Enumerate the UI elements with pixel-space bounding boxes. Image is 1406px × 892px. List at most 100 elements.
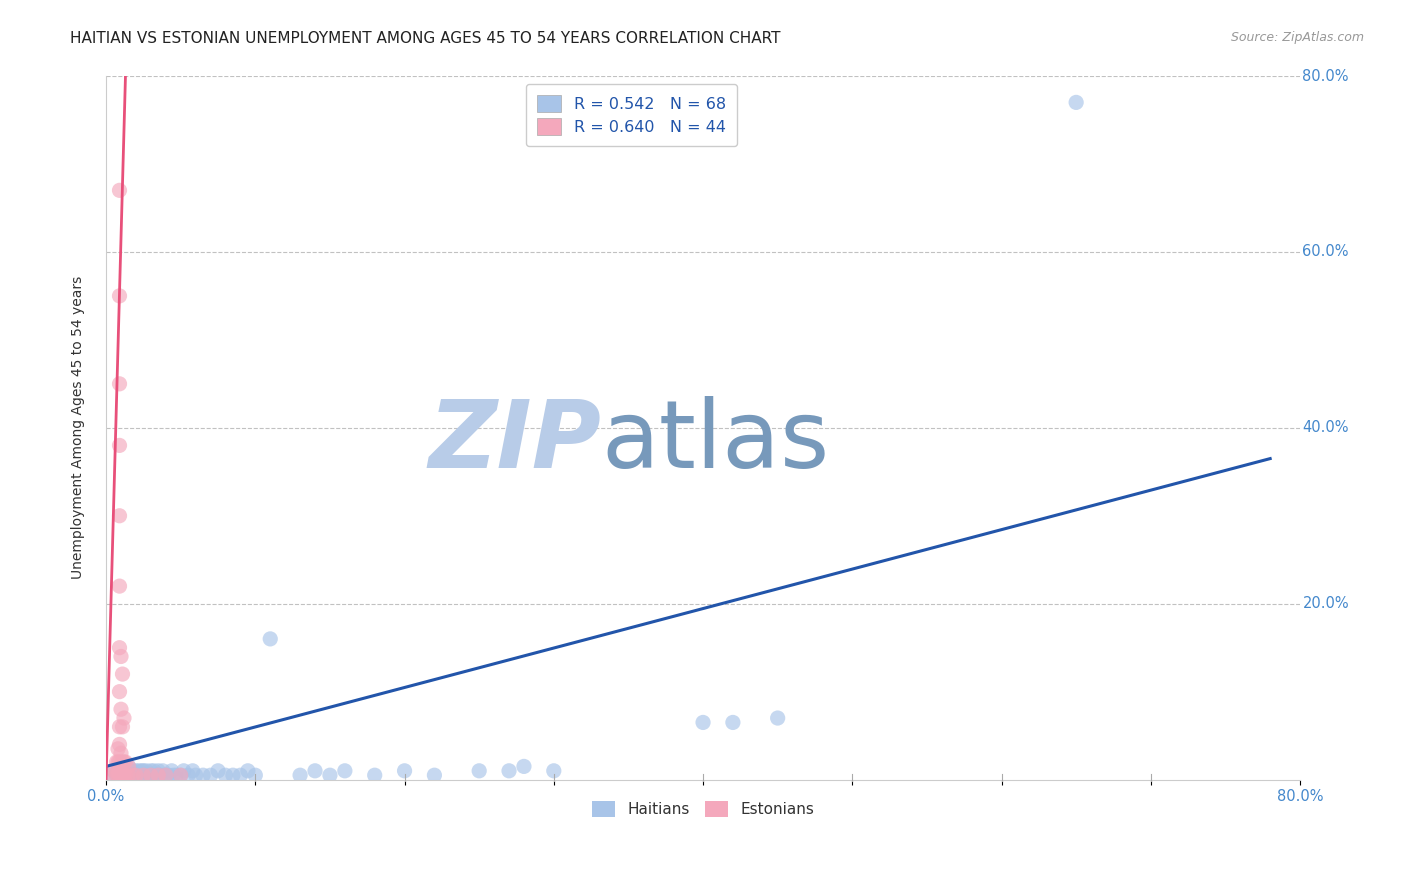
Point <box>114 764 136 778</box>
Point <box>108 640 131 655</box>
Point <box>112 711 135 725</box>
Point <box>125 768 148 782</box>
Point <box>103 768 125 782</box>
Point <box>131 764 153 778</box>
Text: Source: ZipAtlas.com: Source: ZipAtlas.com <box>1230 31 1364 45</box>
Point <box>115 768 138 782</box>
Point <box>110 768 132 782</box>
Point <box>108 508 131 523</box>
Point <box>181 764 204 778</box>
Point <box>139 768 162 782</box>
Point <box>112 768 135 782</box>
Point <box>191 768 214 782</box>
Point <box>184 768 207 782</box>
Point <box>259 632 281 646</box>
Point <box>125 764 148 778</box>
Text: atlas: atlas <box>602 396 830 488</box>
Point <box>319 768 342 782</box>
Point <box>129 768 152 782</box>
Point <box>333 764 356 778</box>
Point <box>110 746 132 760</box>
Point <box>200 768 222 782</box>
Point <box>107 741 129 756</box>
Point <box>132 768 155 782</box>
Point <box>108 438 131 452</box>
Point <box>103 764 125 778</box>
Point <box>170 768 193 782</box>
Point <box>127 768 149 782</box>
Point <box>107 755 129 769</box>
Point <box>117 768 139 782</box>
Point <box>118 764 141 778</box>
Point <box>125 768 148 782</box>
Point <box>114 768 136 782</box>
Point <box>111 720 134 734</box>
Point <box>157 768 180 782</box>
Text: 80.0%: 80.0% <box>1302 69 1348 84</box>
Point <box>152 764 174 778</box>
Point <box>110 768 132 782</box>
Point <box>114 755 136 769</box>
Point <box>423 768 446 782</box>
Point <box>122 764 145 778</box>
Point <box>222 768 245 782</box>
Point <box>107 764 129 778</box>
Point <box>112 768 135 782</box>
Point <box>692 715 714 730</box>
Point <box>288 768 311 782</box>
Point <box>108 183 131 197</box>
Point <box>207 764 229 778</box>
Point <box>108 768 131 782</box>
Point <box>177 768 200 782</box>
Point <box>160 764 183 778</box>
Point <box>105 768 128 782</box>
Point <box>141 768 163 782</box>
Point <box>108 768 131 782</box>
Point <box>108 289 131 303</box>
Point <box>173 764 195 778</box>
Legend: Haitians, Estonians: Haitians, Estonians <box>585 794 821 825</box>
Text: 40.0%: 40.0% <box>1302 420 1348 435</box>
Point <box>120 768 142 782</box>
Point <box>108 684 131 698</box>
Point <box>394 764 416 778</box>
Point <box>110 649 132 664</box>
Point <box>1064 95 1087 110</box>
Text: 20.0%: 20.0% <box>1302 596 1348 611</box>
Point <box>148 768 170 782</box>
Point <box>108 720 131 734</box>
Point <box>236 764 259 778</box>
Point <box>105 755 128 769</box>
Text: HAITIAN VS ESTONIAN UNEMPLOYMENT AMONG AGES 45 TO 54 YEARS CORRELATION CHART: HAITIAN VS ESTONIAN UNEMPLOYMENT AMONG A… <box>70 31 780 46</box>
Point <box>162 768 184 782</box>
Point <box>128 764 150 778</box>
Point <box>108 376 131 391</box>
Point <box>111 667 134 681</box>
Point <box>766 711 789 725</box>
Point <box>107 768 129 782</box>
Point <box>468 764 491 778</box>
Point <box>108 579 131 593</box>
Point <box>110 764 132 778</box>
Point <box>107 764 129 778</box>
Point <box>139 768 162 782</box>
Point <box>104 764 127 778</box>
Y-axis label: Unemployment Among Ages 45 to 54 years: Unemployment Among Ages 45 to 54 years <box>72 277 86 580</box>
Text: 60.0%: 60.0% <box>1302 244 1348 260</box>
Point <box>143 768 166 782</box>
Point <box>108 755 131 769</box>
Point <box>136 768 159 782</box>
Point <box>100 768 122 782</box>
Point <box>155 768 177 782</box>
Point <box>105 768 128 782</box>
Point <box>214 768 236 782</box>
Point <box>112 755 135 769</box>
Point <box>124 768 146 782</box>
Point <box>513 759 536 773</box>
Point <box>117 759 139 773</box>
Point <box>148 768 170 782</box>
Point <box>245 768 267 782</box>
Point <box>134 768 156 782</box>
Point <box>139 764 162 778</box>
Point <box>132 764 155 778</box>
